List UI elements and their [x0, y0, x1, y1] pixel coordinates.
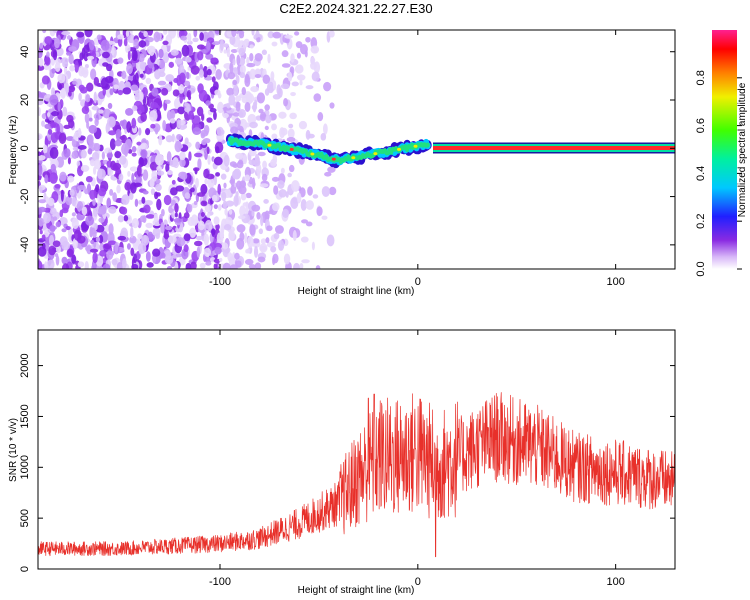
figure-title: C2E2.2024.321.22.27.E30: [279, 1, 432, 16]
snr-y-tick-label: 1500: [19, 404, 31, 428]
snr-y-tick-label: 2000: [19, 353, 31, 377]
spectrogram-heatmap: [38, 30, 432, 269]
colorbar-label: Normalized spectral amplitude: [737, 82, 748, 217]
spectrogram-x-tick-label: 0: [415, 276, 421, 288]
spectrogram-x-axis-label: Height of straight line (km): [298, 286, 415, 297]
colorbar: 0.0 0.2 0.4 0.6 0.8 Normalized spectral ampl…: [695, 30, 748, 277]
snr-y-tick-label: 500: [19, 509, 31, 527]
colorbar-ticks: 0.0 0.2 0.4 0.6 0.8: [695, 70, 742, 277]
constant-frequency-line: [433, 142, 675, 154]
colorbar-tick-label: 0.8: [695, 70, 707, 85]
snr-frame: [37, 329, 676, 570]
spectrogram-x-tick-label: -100: [209, 276, 231, 288]
colorbar-tick-label: 0.4: [695, 166, 707, 181]
snr-x-tick-label: -100: [209, 576, 231, 588]
snr-y-tick-label: 0: [19, 566, 31, 572]
colorbar-gradient: [712, 30, 737, 269]
spectrogram-y-tick-label: 40: [19, 46, 31, 58]
snr-x-tick-label: 100: [606, 576, 624, 588]
spectrogram-axes: -100 0 100 -40 -20 0 20 40: [19, 30, 675, 288]
colorbar-tick-label: 0.0: [695, 261, 707, 276]
colorbar-tick-label: 0.2: [695, 214, 707, 229]
snr-x-axis-label: Height of straight line (km): [298, 585, 415, 596]
snr-series-line: [38, 392, 675, 558]
spectrogram-x-tick-label: 100: [606, 276, 624, 288]
colorbar-tick-label: 0.6: [695, 118, 707, 133]
snr-y-tick-label: 1000: [19, 455, 31, 479]
spectrogram-y-tick-label: -20: [19, 189, 31, 205]
spectrogram-frame: [37, 29, 676, 270]
snr-x-tick-label: 0: [415, 576, 421, 588]
spectrogram-y-tick-label: 20: [19, 94, 31, 106]
spectrogram-y-tick-label: 0: [19, 145, 31, 151]
spectrogram-panel: -100 0 100 -40 -20 0 20 40 Height of straight l…: [8, 29, 676, 297]
snr-y-axis-label: SNR (10 * v/v): [8, 418, 19, 482]
spectrogram-y-tick-label: -40: [19, 237, 31, 253]
spectrogram-y-axis-label: Frequency (Hz): [8, 116, 19, 185]
